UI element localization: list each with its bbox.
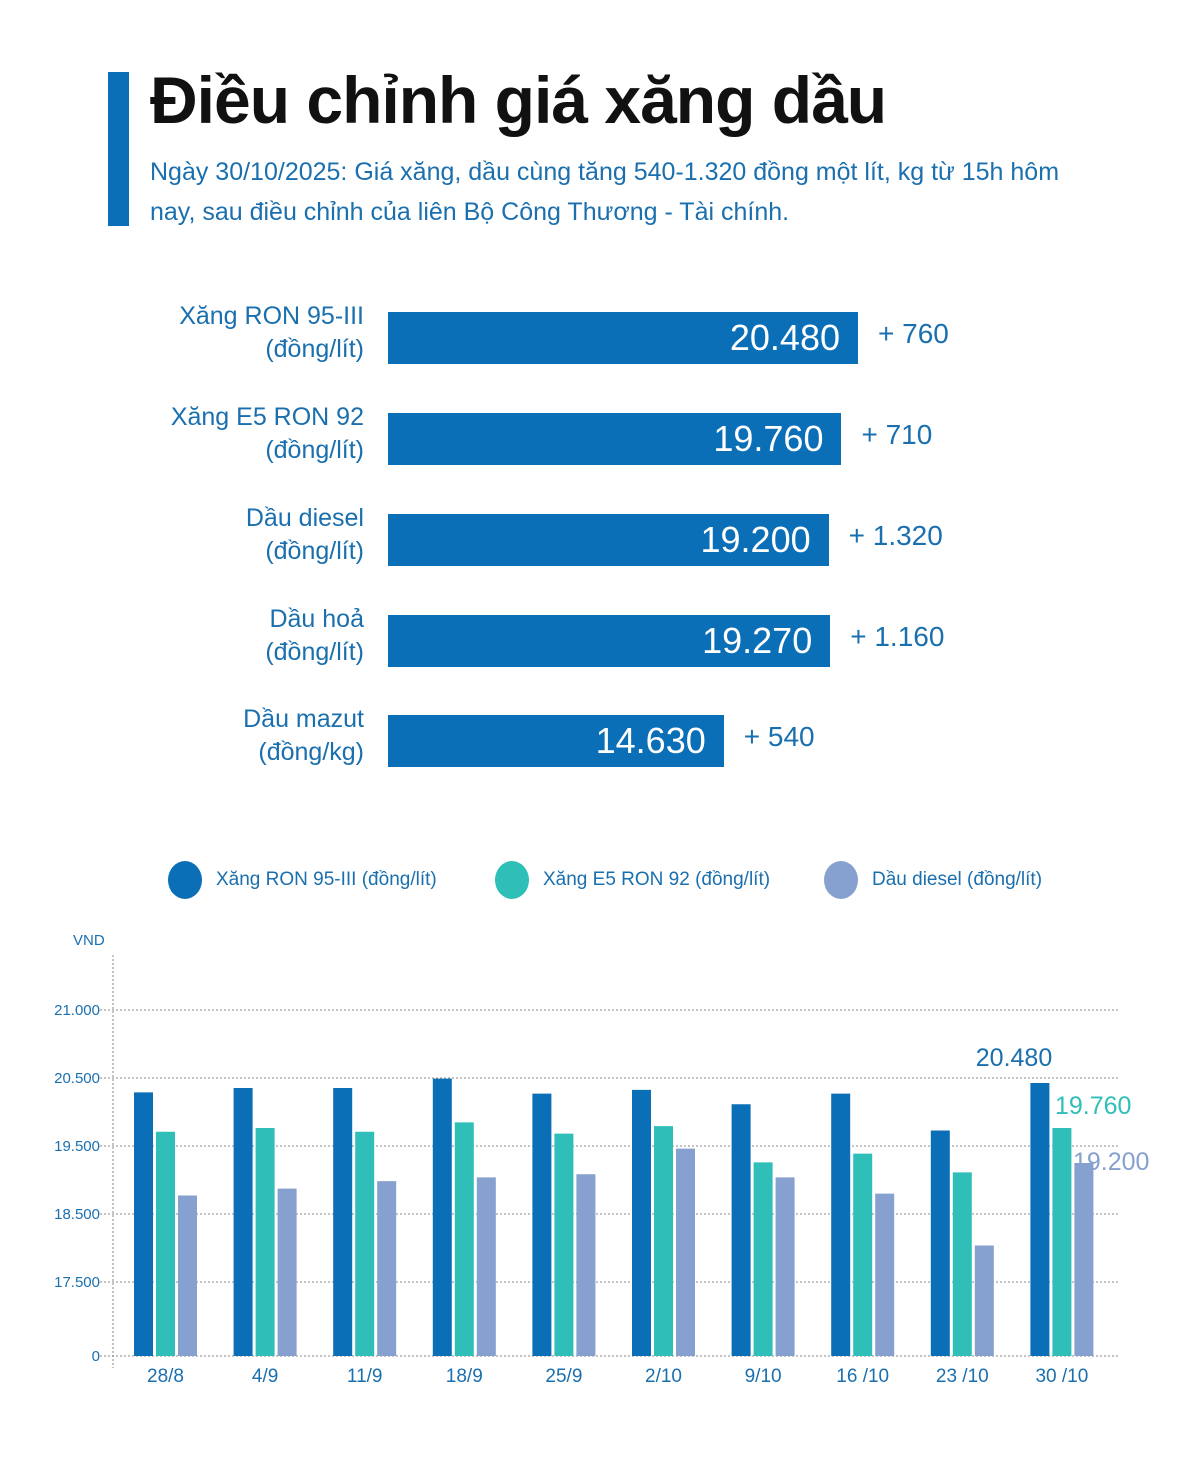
x-tick-label: 9/10	[745, 1366, 782, 1387]
data-label-e5: 19.760	[1055, 1092, 1131, 1120]
price-history-chart: VND 21.000 20.500 19.500 18.500 17.500 0 28/8…	[54, 932, 1149, 1387]
price-row: Xăng E5 RON 92 (đồng/lít) 19.760 + 710	[0, 403, 1200, 485]
bar-e5	[255, 1128, 275, 1356]
bar-e5	[853, 1153, 873, 1356]
legend-item-ron95: Xăng RON 95-III (đồng/lít)	[168, 860, 437, 900]
price-row: Dầu mazut (đồng/kg) 14.630 + 540	[0, 705, 1200, 787]
bar-ron95	[532, 1093, 552, 1356]
bar-ron95	[930, 1130, 950, 1356]
price-bar: 19.200	[388, 514, 829, 566]
bar-diesel	[576, 1174, 596, 1356]
bar-ron95	[134, 1092, 153, 1356]
bar-e5	[753, 1162, 773, 1356]
price-change: + 540	[743, 721, 815, 752]
bar-diesel	[476, 1177, 496, 1356]
chart-legend: Xăng RON 95-III (đồng/lít) Xăng E5 RON 9…	[0, 860, 1200, 900]
bar-ron95	[731, 1104, 751, 1356]
price-bar: 20.480	[388, 312, 858, 364]
fuel-name: Dầu diesel	[245, 504, 364, 532]
fuel-label: Dầu diesel (đồng/lít)	[246, 502, 364, 568]
bar-ron95	[233, 1088, 253, 1356]
fuel-label: Xăng E5 RON 92 (đồng/lít)	[171, 401, 364, 467]
bar-ron95	[632, 1089, 651, 1356]
price-row: Dầu hoả (đồng/lít) 19.270 + 1.160	[0, 605, 1200, 687]
bar-diesel	[875, 1193, 895, 1356]
page-title: Điều chỉnh giá xăng dầu	[150, 63, 887, 137]
bar-e5	[952, 1172, 972, 1356]
price-bar: 14.630	[388, 715, 724, 767]
price-row: Xăng RON 95-III (đồng/lít) 20.480 + 760	[0, 302, 1200, 384]
fuel-name: Dầu mazut	[243, 705, 364, 733]
fuel-label: Dầu mazut (đồng/kg)	[243, 703, 364, 769]
fuel-name: Dầu hoả	[269, 605, 364, 633]
bar-diesel	[377, 1181, 397, 1356]
price-row: Dầu diesel (đồng/lít) 19.200 + 1.320	[0, 504, 1200, 586]
fuel-unit: (đồng/lít)	[265, 638, 364, 666]
fuel-name: Xăng RON 95-III	[179, 302, 364, 330]
fuel-name: Xăng E5 RON 92	[170, 403, 364, 431]
legend-swatch-diesel	[824, 861, 858, 899]
legend-label: Dầu diesel (đồng/lít)	[872, 869, 1043, 890]
bar-ron95	[333, 1088, 353, 1356]
x-tick-label: 23 /10	[936, 1366, 989, 1387]
legend-swatch-ron95	[168, 861, 202, 899]
bar-diesel	[974, 1245, 994, 1356]
y-tick-label: 19.500	[54, 1138, 100, 1155]
fuel-unit: (đồng/kg)	[258, 738, 364, 766]
bar-e5	[1052, 1128, 1072, 1356]
price-bar: 19.760	[388, 413, 842, 465]
bar-diesel	[277, 1188, 297, 1356]
y-tick-label: 18.500	[54, 1206, 100, 1223]
bar-diesel	[775, 1177, 795, 1356]
bar-e5	[654, 1126, 673, 1356]
bar-e5	[355, 1131, 375, 1356]
x-tick-label: 11/9	[347, 1366, 383, 1387]
page-subtitle: Ngày 30/10/2025: Giá xăng, dầu cùng tăng…	[150, 158, 1060, 226]
x-tick-label: 2/10	[645, 1366, 682, 1387]
x-tick-label: 30 /10	[1035, 1366, 1088, 1387]
data-label-diesel: 19.200	[1073, 1148, 1149, 1176]
price-change: + 710	[861, 419, 933, 450]
legend-swatch-e5	[495, 861, 529, 899]
y-tick-label: 20.500	[54, 1070, 100, 1087]
legend-label: Xăng RON 95-III (đồng/lít)	[216, 869, 437, 890]
legend-item-diesel: Dầu diesel (đồng/lít)	[824, 860, 1042, 900]
bar-diesel	[1074, 1163, 1094, 1356]
y-tick-label: 17.500	[54, 1274, 100, 1291]
price-value: 20.480	[729, 317, 840, 358]
y-tick-label: 21.000	[54, 1002, 100, 1019]
price-value: 19.270	[702, 620, 813, 661]
fuel-unit: (đồng/lít)	[265, 335, 364, 363]
title-accent-bar	[108, 72, 129, 226]
price-bar: 19.270	[388, 615, 831, 667]
bar-diesel	[178, 1195, 197, 1356]
price-change: + 760	[878, 318, 949, 349]
x-tick-label: 25/9	[545, 1366, 582, 1387]
bar-e5	[454, 1122, 474, 1356]
bar-e5	[156, 1131, 175, 1356]
price-value: 19.200	[700, 519, 811, 560]
fuel-label: Xăng RON 95-III (đồng/lít)	[179, 300, 364, 366]
x-tick-label: 28/8	[147, 1366, 184, 1387]
x-tick-label: 16 /10	[836, 1366, 889, 1387]
fuel-unit: (đồng/lít)	[265, 537, 364, 565]
legend-label: Xăng E5 RON 92 (đồng/lít)	[543, 869, 771, 890]
price-change: + 1.160	[850, 621, 945, 652]
y-tick-label: 0	[92, 1348, 100, 1365]
bar-e5	[554, 1133, 574, 1356]
fuel-unit: (đồng/lít)	[265, 436, 364, 464]
bar-ron95	[1030, 1083, 1050, 1356]
bar-ron95	[831, 1093, 851, 1356]
fuel-label: Dầu hoả (đồng/lít)	[265, 603, 364, 669]
y-axis-label: VND	[73, 932, 105, 949]
bar-ron95	[432, 1078, 452, 1356]
data-label-ron95: 20.480	[976, 1044, 1052, 1072]
legend-item-e5: Xăng E5 RON 92 (đồng/lít)	[495, 860, 770, 900]
price-change: + 1.320	[848, 520, 943, 551]
price-value: 14.630	[595, 720, 706, 761]
x-tick-label: 4/9	[252, 1366, 278, 1387]
price-value: 19.760	[713, 418, 824, 459]
x-tick-label: 18/9	[446, 1366, 483, 1387]
bar-diesel	[676, 1148, 695, 1356]
